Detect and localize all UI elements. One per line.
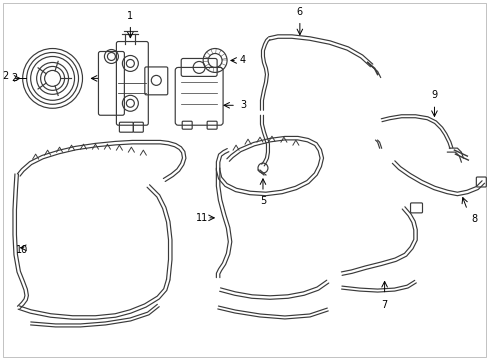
Text: 9: 9 <box>430 90 437 100</box>
Text: 2: 2 <box>2 71 9 81</box>
Text: 8: 8 <box>470 214 476 224</box>
Text: 11: 11 <box>196 213 208 223</box>
Text: 5: 5 <box>259 196 265 206</box>
Text: 7: 7 <box>381 300 387 310</box>
Text: 4: 4 <box>240 55 245 66</box>
Text: 3: 3 <box>240 100 245 110</box>
Text: 6: 6 <box>296 6 302 17</box>
Text: 10: 10 <box>17 245 29 255</box>
Text: 2: 2 <box>12 73 18 84</box>
Text: 1: 1 <box>127 10 133 21</box>
